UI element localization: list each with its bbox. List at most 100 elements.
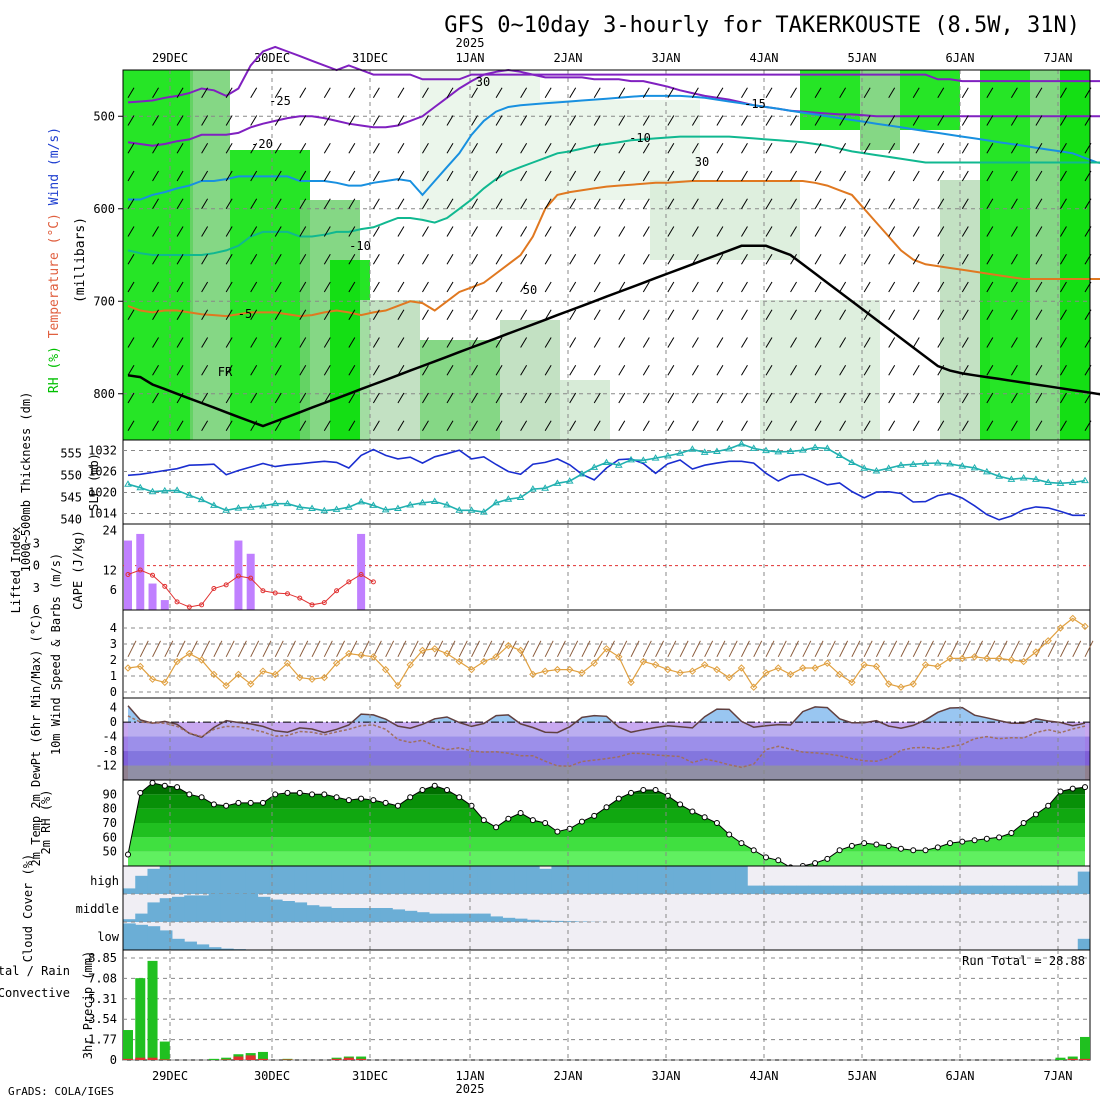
- wind-barb: [225, 392, 233, 404]
- wind-barb: [863, 392, 871, 404]
- thickness-point: [1032, 475, 1040, 482]
- cloud-bar-middle: [526, 919, 540, 922]
- wind-barb: [593, 198, 601, 210]
- thickness-point: [1044, 478, 1053, 485]
- wind-barb: [520, 392, 528, 404]
- wind-speed-point: [222, 681, 230, 690]
- wind-speed-point: [615, 653, 623, 661]
- wind-barb: [839, 281, 847, 293]
- thickness-point: [222, 506, 231, 513]
- wind-barb: [1010, 115, 1018, 126]
- wind-speed-point: [565, 665, 574, 674]
- wind-barb: [225, 420, 233, 432]
- wind-barb: [765, 226, 773, 237]
- thickness-point: [295, 503, 304, 510]
- cape-bar: [234, 540, 243, 610]
- thickness-point: [897, 461, 905, 468]
- precip-legend-convective: Convective: [0, 986, 70, 1000]
- wind-barb: [397, 142, 405, 154]
- wind-barb: [471, 253, 478, 265]
- wind-barb: [863, 142, 871, 154]
- wind-barb: [1060, 87, 1067, 99]
- wind-barb: [765, 170, 773, 182]
- cloud-row-label: low: [97, 930, 119, 944]
- cloud-bar-high: [514, 866, 528, 894]
- isotherm-label: -20: [251, 137, 273, 151]
- cloud-bar-low: [135, 924, 148, 950]
- rh-point: [910, 847, 917, 854]
- cloud-bar-high: [612, 866, 626, 894]
- isotherm-label: 50: [523, 283, 537, 297]
- wind-barb: [986, 364, 994, 376]
- cloud-row-label: high: [90, 874, 119, 888]
- cape-ytick-label: 24: [103, 524, 117, 538]
- thickness-point: [688, 445, 697, 452]
- date-label-top: 31DEC: [352, 51, 388, 65]
- wind-barb: [446, 87, 454, 99]
- wind-barb: [471, 281, 478, 293]
- cloud-bar-high: [306, 866, 320, 894]
- wind-speed-point: [259, 667, 267, 675]
- wind-barb: [839, 170, 847, 182]
- cloud-bar-high: [1004, 885, 1018, 894]
- cloud-bar-high: [930, 885, 944, 894]
- wind-barb: [1060, 198, 1067, 210]
- wind-barb-10m: [888, 640, 898, 658]
- wind-barb: [642, 392, 650, 404]
- cloud-bar-high: [735, 866, 748, 894]
- li-point: [186, 604, 192, 610]
- li-point: [235, 573, 241, 579]
- wind-barb: [299, 198, 307, 210]
- slp-line: [127, 448, 1085, 521]
- wind-barb: [986, 115, 994, 126]
- wind-barb: [422, 253, 429, 265]
- upper-ylabel-part: Wind (m/s): [47, 127, 62, 205]
- wind-barb: [618, 226, 626, 237]
- wind-barb: [323, 337, 331, 348]
- wind-barb: [691, 87, 699, 99]
- wind-barb-10m: [1023, 640, 1033, 658]
- rh-point: [345, 797, 352, 804]
- cloud-bar-high: [294, 866, 308, 894]
- thickness-point: [148, 487, 157, 495]
- wind-barb-10m: [556, 640, 566, 658]
- convective-bar: [159, 1059, 170, 1060]
- wind-barb: [667, 364, 675, 376]
- wind-barb: [225, 337, 233, 348]
- wind-barb: [152, 170, 159, 182]
- wind-barb: [863, 420, 871, 432]
- wind-barb: [176, 170, 184, 182]
- wind-barb: [716, 364, 724, 376]
- wind-barb-10m: [495, 640, 505, 658]
- wind-barb: [569, 253, 577, 265]
- convective-bar: [343, 1057, 354, 1060]
- wind-barb-10m: [311, 640, 321, 658]
- rh-point: [259, 799, 266, 806]
- thickness-point: [602, 458, 611, 466]
- rh-point: [431, 782, 438, 789]
- thickness-point: [197, 495, 206, 503]
- li-point: [174, 599, 180, 605]
- wind-barb: [912, 420, 920, 432]
- wind-barb: [937, 87, 945, 99]
- wind-barb: [520, 115, 528, 126]
- wind-speed-point: [1032, 648, 1040, 656]
- wind-barb: [520, 87, 528, 99]
- wind-barb: [495, 281, 503, 293]
- wind-barb: [348, 87, 356, 99]
- wind-barb: [765, 142, 773, 154]
- wind-barb: [1060, 364, 1067, 376]
- wind-barb: [495, 253, 503, 265]
- wind-barb: [348, 198, 356, 210]
- rh-point: [934, 844, 941, 851]
- wind-barb: [961, 253, 969, 265]
- wind-barb: [127, 115, 135, 126]
- wind-barb: [323, 87, 331, 99]
- rh-point: [333, 794, 340, 801]
- li-ylabel: Lifted Index: [9, 527, 23, 614]
- cloud-bar-middle: [282, 901, 295, 922]
- convective-bar: [1067, 1058, 1078, 1060]
- cloud-bar-high: [1041, 885, 1054, 894]
- wind-barb: [593, 170, 601, 182]
- wind-barb-10m: [397, 640, 407, 658]
